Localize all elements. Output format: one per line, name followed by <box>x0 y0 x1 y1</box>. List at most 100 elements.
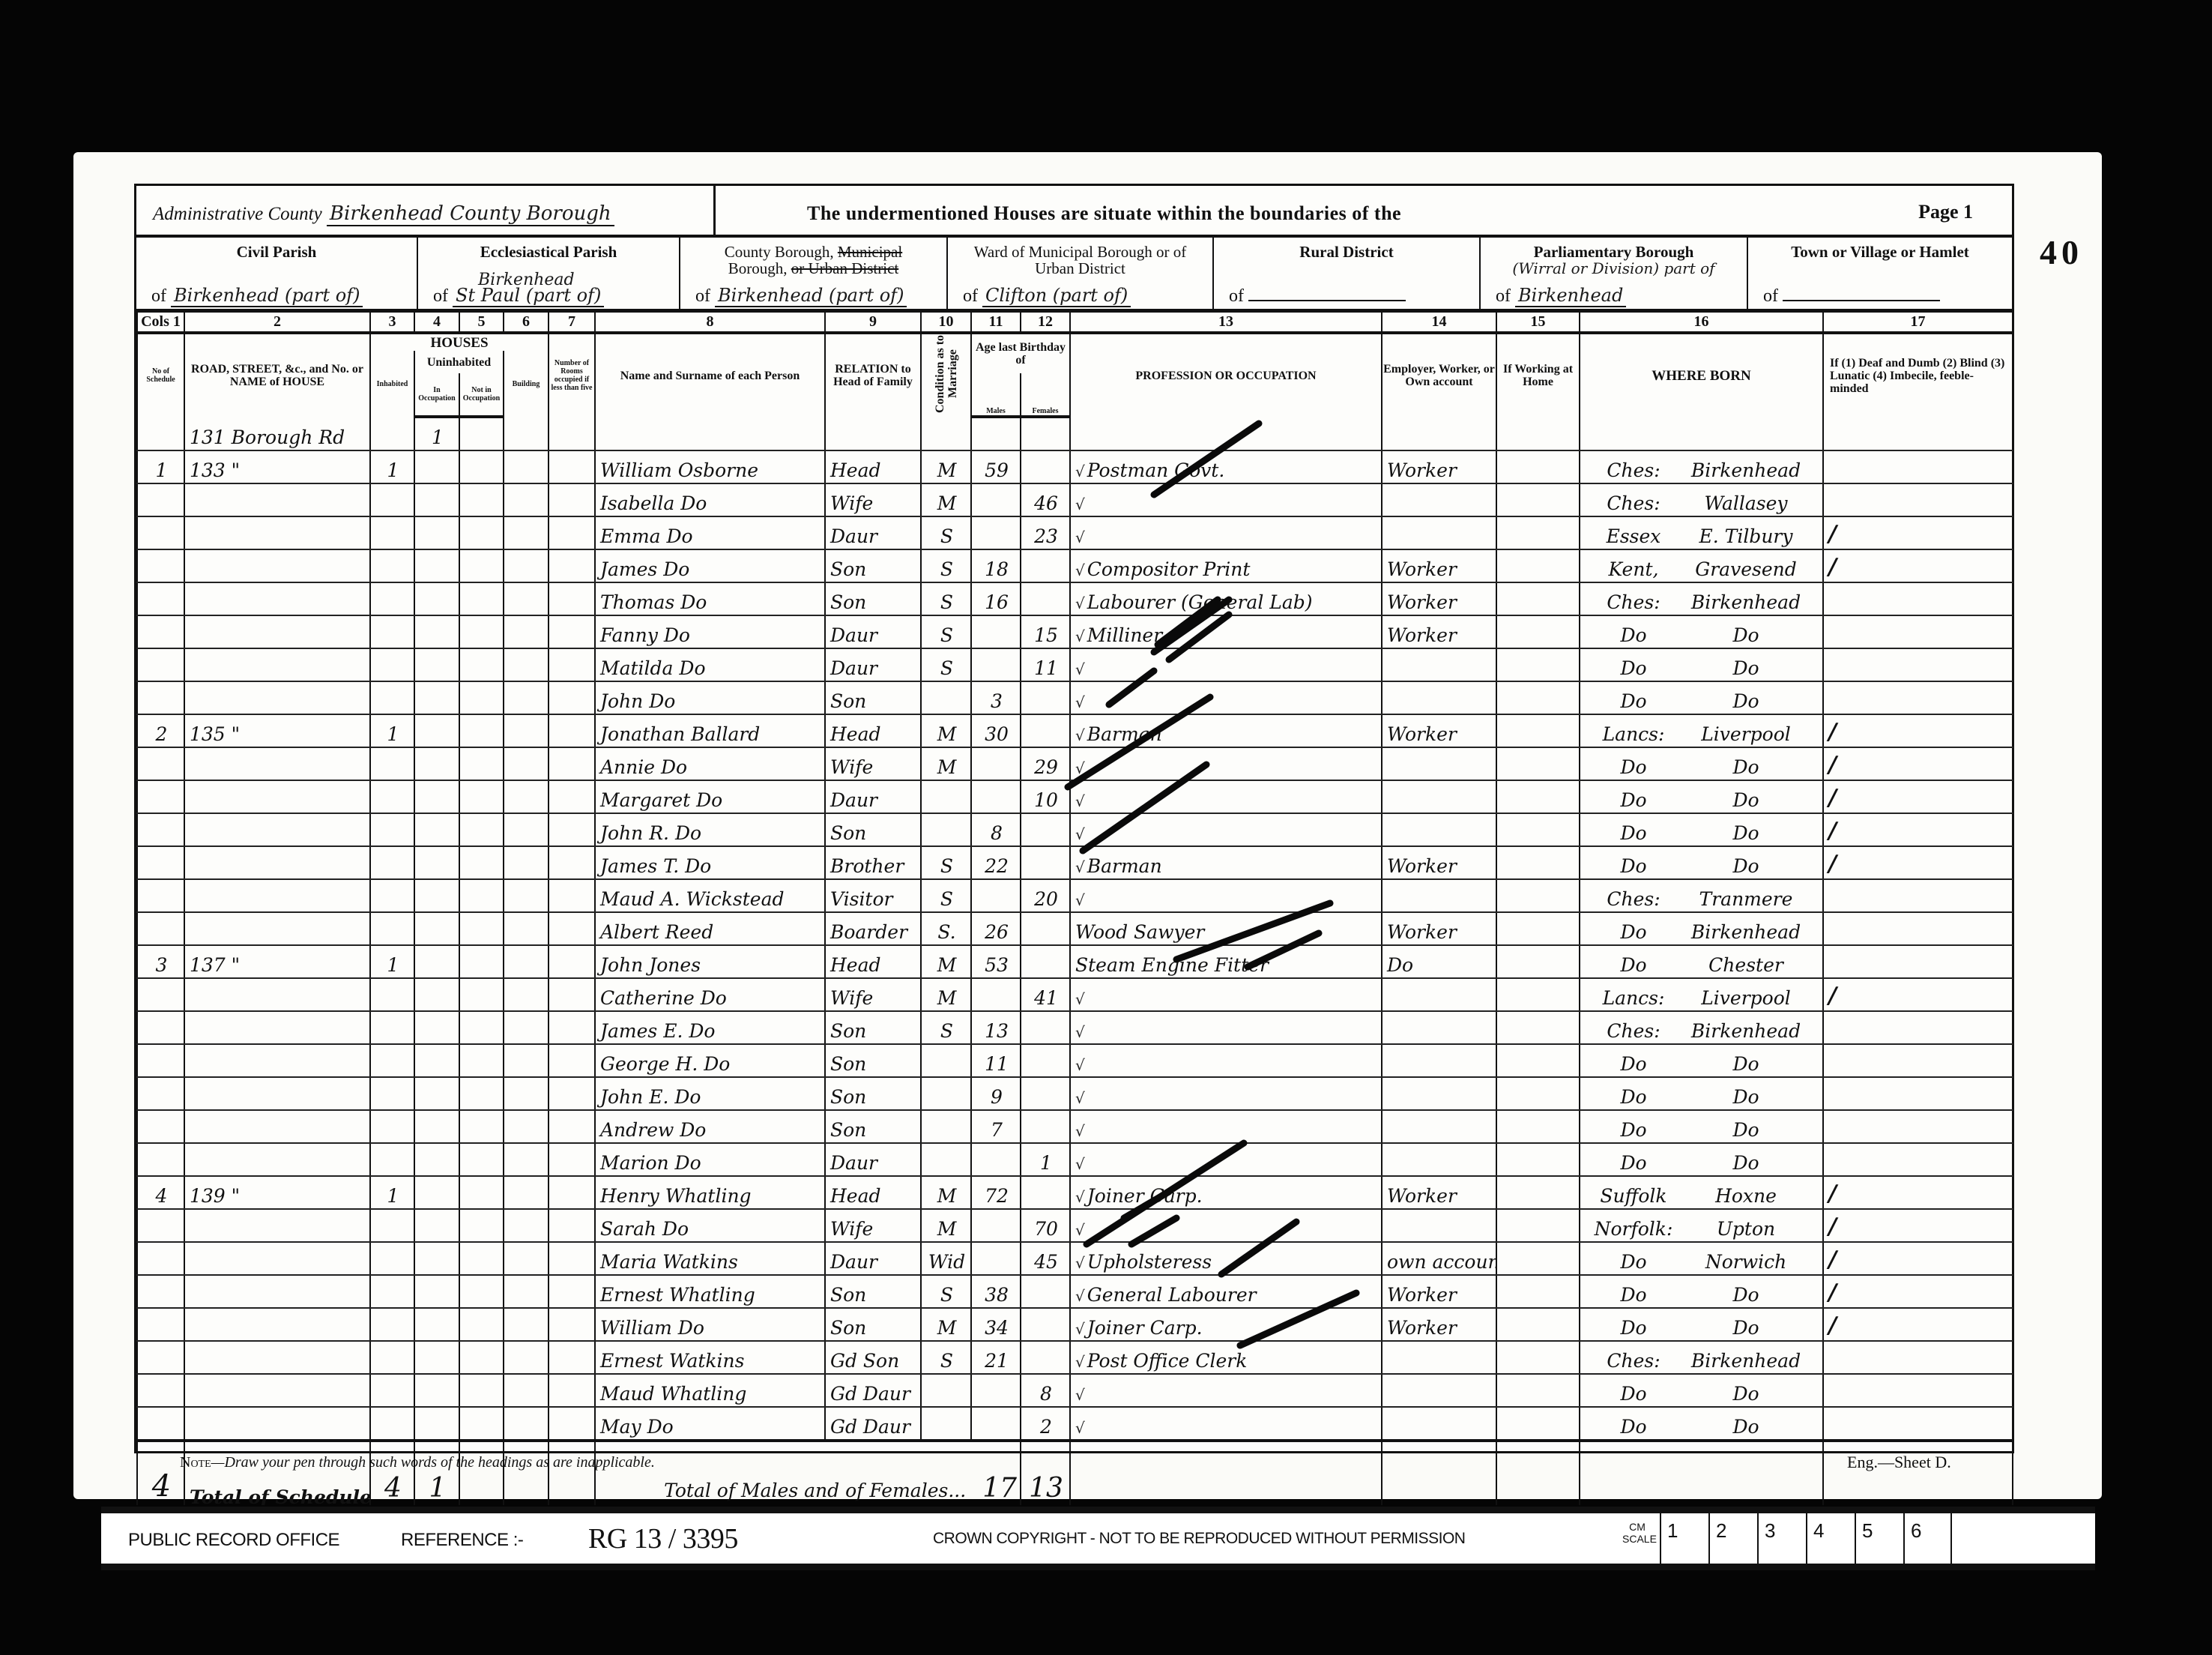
inhabited-count <box>369 846 415 880</box>
occupation-text: Wood Sawyer <box>1075 921 1205 943</box>
not-in-occupation <box>459 516 504 550</box>
table-row: Matilda Do Daur S 11 √ Do Do <box>136 648 2013 682</box>
age-male <box>970 879 1021 913</box>
rooms <box>548 1044 596 1078</box>
tick-icon: √ <box>1075 1122 1085 1140</box>
employment-status <box>1381 1077 1497 1111</box>
uninhabited-in-occupation <box>414 648 460 682</box>
column-number: 17 <box>1822 313 2013 334</box>
scale-mark: 4 <box>1806 1513 1855 1564</box>
not-in-occupation <box>459 780 504 814</box>
address <box>184 1077 371 1111</box>
working-at-home <box>1496 582 1580 616</box>
working-at-home <box>1496 813 1580 847</box>
employment-status: Worker <box>1381 846 1497 880</box>
person-name: Margaret Do <box>594 780 826 814</box>
table-row: Catherine Do Wife M 41 √ Lancs: Liverpool / <box>136 978 2013 1012</box>
person-name: James T. Do <box>594 846 826 880</box>
scale-mark: 1 <box>1660 1513 1708 1564</box>
inhabited-count <box>369 1209 415 1243</box>
age-male: 16 <box>970 582 1021 616</box>
age-male: 34 <box>970 1308 1021 1342</box>
occupation-text: Postman Govt. <box>1087 459 1225 481</box>
relation: Son <box>824 681 922 715</box>
schedule-number <box>136 1209 185 1243</box>
uninhabited-in-occupation <box>414 945 460 979</box>
rooms <box>548 681 596 715</box>
of-label: of <box>1229 286 1244 306</box>
admin-county-box <box>136 186 716 235</box>
table-row: Albert Reed Boarder S. 26 Wood Sawyer Worker D… <box>136 912 2013 946</box>
working-at-home <box>1496 1242 1580 1276</box>
relation: Wife <box>824 483 922 517</box>
not-in-occupation <box>459 1143 504 1177</box>
born-place: Do <box>1732 756 1759 778</box>
age-female <box>1020 813 1071 847</box>
not-in-occupation <box>459 714 504 748</box>
occupation-text: General Labourer <box>1087 1284 1257 1306</box>
age-male <box>970 417 1021 451</box>
condition: S <box>920 1341 972 1375</box>
not-in-occupation <box>459 1011 504 1045</box>
schedule-number <box>136 1143 185 1177</box>
building <box>503 681 549 715</box>
where-born: Do Do <box>1579 780 1824 814</box>
not-in-occupation <box>459 846 504 880</box>
occupation: √ Joiner Carp. <box>1069 1308 1382 1342</box>
inhabited-count <box>369 483 415 517</box>
struck-label: Municipal <box>837 243 903 261</box>
total-males: 17 <box>982 1473 1017 1504</box>
column-number: 14 <box>1381 313 1497 334</box>
relation: Head <box>824 1176 922 1210</box>
inhabited-count <box>369 780 415 814</box>
condition <box>920 780 972 814</box>
born-county: Do <box>1620 921 1647 943</box>
building <box>503 846 549 880</box>
where-born: Do Do <box>1579 1077 1824 1111</box>
infirmity <box>1822 1407 2013 1441</box>
boundaries-row: Civil Parish of Birkenhead (part of) Ecc… <box>136 238 2012 313</box>
inhabited-count <box>369 1308 415 1342</box>
totals-houses-label: Total of Schedules of Houses and of Tene… <box>184 1439 371 1505</box>
employment-status <box>1381 1044 1497 1078</box>
tick-icon: √ <box>1075 759 1085 777</box>
rooms <box>548 714 596 748</box>
infirmity <box>1822 879 2013 913</box>
age-female: 10 <box>1020 780 1071 814</box>
person-name: Maud A. Wickstead <box>594 879 826 913</box>
not-in-occupation <box>459 1044 504 1078</box>
tick-icon: √ <box>1075 792 1085 810</box>
rooms <box>548 879 596 913</box>
working-at-home <box>1496 1275 1580 1309</box>
check-mark-icon: / <box>1828 983 1837 1009</box>
relation: Gd Son <box>824 1341 922 1375</box>
empty-cell <box>1579 1439 1824 1505</box>
county-borough-label: County Borough, <box>724 243 834 261</box>
age-female: 8 <box>1020 1374 1071 1408</box>
tick-icon: √ <box>1075 462 1085 480</box>
inhabited-count <box>369 1275 415 1309</box>
where-born: Kent, Gravesend <box>1579 549 1824 583</box>
not-in-occupation <box>459 615 504 649</box>
where-born: Suffolk Hoxne <box>1579 1176 1824 1210</box>
occupation: √ Barman <box>1069 714 1382 748</box>
tick-icon: √ <box>1075 726 1085 744</box>
check-mark-icon: / <box>1828 785 1837 811</box>
of-label: of <box>433 286 448 306</box>
infirmity: / <box>1822 978 2013 1012</box>
occupation: √ <box>1069 1044 1382 1078</box>
address <box>184 681 371 715</box>
born-place: Tranmere <box>1699 888 1793 910</box>
born-county: Do <box>1620 789 1647 811</box>
table-row: Emma Do Daur S 23 √ Essex E. Tilbury / <box>136 516 2013 550</box>
address <box>184 813 371 847</box>
occupation-text: Milliner <box>1087 624 1163 646</box>
building <box>503 780 549 814</box>
occupation: √ <box>1069 1110 1382 1144</box>
relation: Boarder <box>824 912 922 946</box>
admin-county-label: Administrative County <box>153 204 322 224</box>
relation: Gd Daur <box>824 1407 922 1441</box>
born-place: Chester <box>1708 954 1783 976</box>
scale-mark: 5 <box>1855 1513 1903 1564</box>
